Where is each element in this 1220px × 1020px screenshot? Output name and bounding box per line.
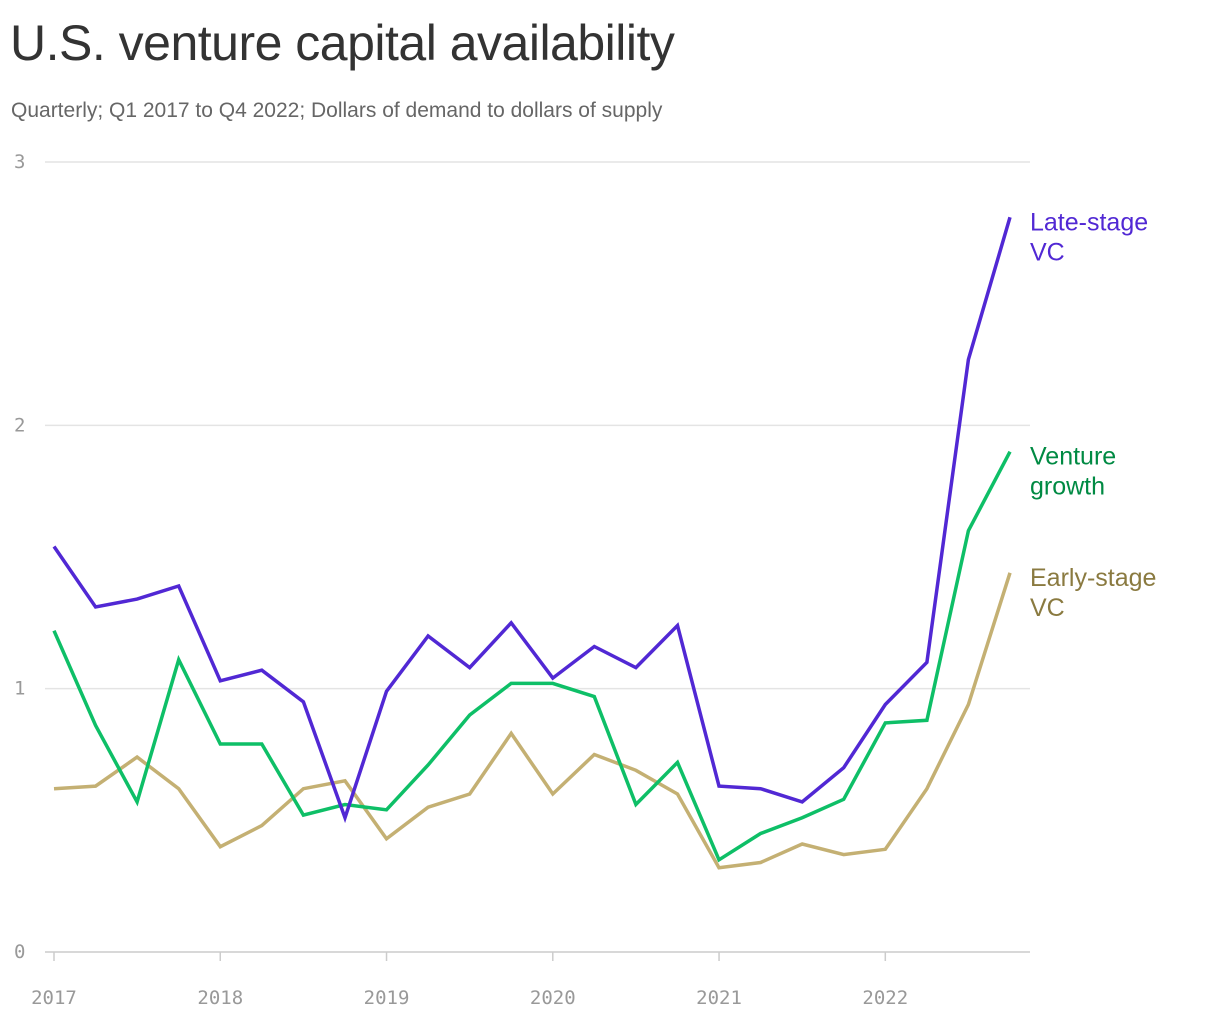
series-line-late-stage-vc — [52, 216, 1012, 824]
series-label-late-stage-vc: Late-stage VC — [1030, 208, 1148, 266]
series-label-early-stage-vc: Early-stage VC — [1030, 564, 1156, 622]
x-tick-label: 2022 — [862, 987, 908, 1009]
x-tick-label: 2018 — [197, 987, 243, 1009]
x-tick-label: 2017 — [31, 987, 77, 1009]
y-tick-label: 2 — [14, 414, 25, 436]
y-tick-label: 3 — [14, 151, 25, 173]
series-line-early-stage-vc — [53, 572, 1012, 870]
series-labels: Late-stage VC Venture growth Early-stage VC — [1030, 208, 1156, 622]
grid-lines — [45, 161, 1030, 953]
x-axis: 2017 2018 2019 2020 2021 2022 — [31, 952, 908, 1009]
series-line-venture-growth — [52, 450, 1012, 863]
y-tick-label: 0 — [14, 941, 25, 963]
x-tick-label: 2019 — [364, 987, 410, 1009]
y-axis: 0 1 2 3 — [14, 151, 25, 963]
chart-title: U.S. venture capital availability — [10, 15, 675, 71]
x-tick-label: 2021 — [696, 987, 742, 1009]
x-tick-label: 2020 — [530, 987, 576, 1009]
series-label-venture-growth: Venture growth — [1030, 443, 1116, 501]
series-lines — [52, 216, 1012, 870]
y-tick-label: 1 — [14, 678, 25, 700]
chart-subtitle: Quarterly; Q1 2017 to Q4 2022; Dollars o… — [11, 99, 663, 122]
